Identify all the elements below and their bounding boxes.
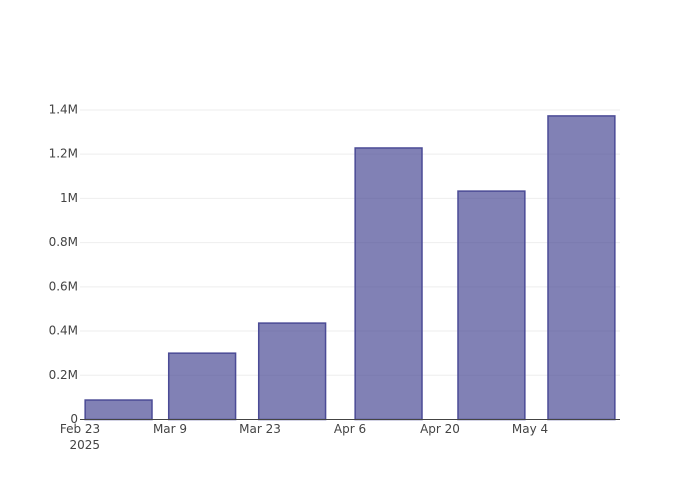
x-year-label: 2025 <box>69 438 100 452</box>
x-tick-label: Mar 9 <box>153 422 187 436</box>
y-tick-label: 1.2M <box>49 147 78 161</box>
bar <box>457 190 526 421</box>
y-tick-label: 0.6M <box>49 279 78 293</box>
bar <box>84 399 153 421</box>
x-tick-label: Apr 6 <box>334 422 366 436</box>
bar <box>257 322 327 421</box>
x-tick-label: May 4 <box>512 422 548 436</box>
x-tick-label: Feb 23 <box>60 422 100 436</box>
bar <box>354 147 423 421</box>
x-tick-label: Apr 20 <box>420 422 460 436</box>
y-tick-label: 1.4M <box>49 102 78 116</box>
bar <box>167 352 237 421</box>
y-tick-label: 0.2M <box>49 368 78 382</box>
bar <box>547 115 616 421</box>
y-tick-label: 1M <box>60 191 78 205</box>
y-tick-label: 0.8M <box>49 235 78 249</box>
x-tick-label: Mar 23 <box>239 422 281 436</box>
y-tick-label: 0 <box>70 412 78 426</box>
y-tick-label: 0.4M <box>49 324 78 338</box>
